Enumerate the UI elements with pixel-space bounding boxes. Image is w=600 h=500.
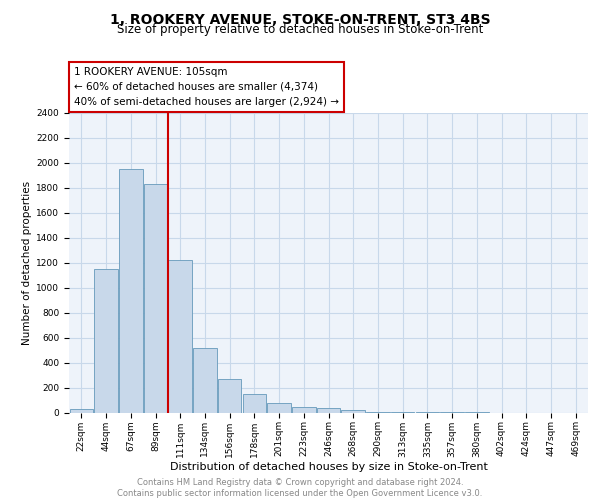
Text: Size of property relative to detached houses in Stoke-on-Trent: Size of property relative to detached ho… <box>117 22 483 36</box>
Bar <box>292 407 316 412</box>
Bar <box>341 410 365 412</box>
Text: 1 ROOKERY AVENUE: 105sqm
← 60% of detached houses are smaller (4,374)
40% of sem: 1 ROOKERY AVENUE: 105sqm ← 60% of detach… <box>74 67 339 106</box>
Bar <box>317 408 340 412</box>
Y-axis label: Number of detached properties: Number of detached properties <box>22 180 32 344</box>
Text: Contains HM Land Registry data © Crown copyright and database right 2024.
Contai: Contains HM Land Registry data © Crown c… <box>118 478 482 498</box>
Bar <box>169 260 192 412</box>
Bar <box>144 184 167 412</box>
Bar <box>70 410 93 412</box>
Bar <box>268 403 291 412</box>
Bar <box>94 269 118 412</box>
Bar <box>193 348 217 412</box>
X-axis label: Distribution of detached houses by size in Stoke-on-Trent: Distribution of detached houses by size … <box>170 462 487 472</box>
Bar <box>242 394 266 412</box>
Text: 1, ROOKERY AVENUE, STOKE-ON-TRENT, ST3 4BS: 1, ROOKERY AVENUE, STOKE-ON-TRENT, ST3 4… <box>110 12 490 26</box>
Bar <box>119 169 143 412</box>
Bar <box>218 380 241 412</box>
